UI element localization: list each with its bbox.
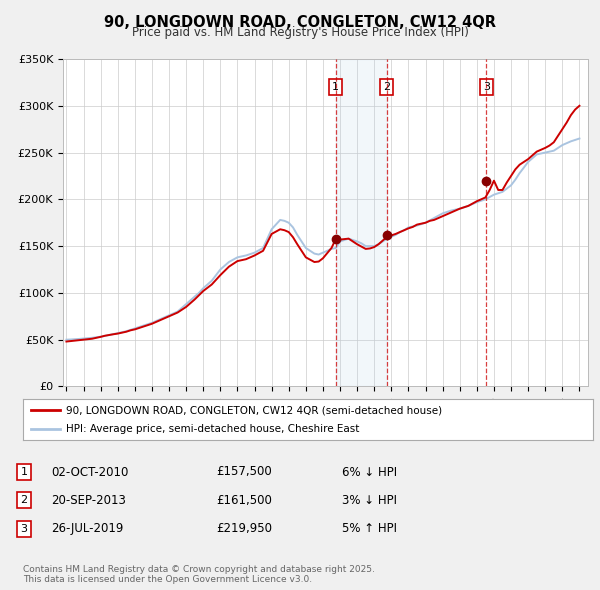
Text: 02-OCT-2010: 02-OCT-2010 xyxy=(51,466,128,478)
Text: 2: 2 xyxy=(20,496,28,505)
Text: 1: 1 xyxy=(20,467,28,477)
Text: Contains HM Land Registry data © Crown copyright and database right 2025.
This d: Contains HM Land Registry data © Crown c… xyxy=(23,565,374,584)
Text: £157,500: £157,500 xyxy=(216,466,272,478)
Text: 3% ↓ HPI: 3% ↓ HPI xyxy=(342,494,397,507)
Text: 26-JUL-2019: 26-JUL-2019 xyxy=(51,522,124,535)
Text: £161,500: £161,500 xyxy=(216,494,272,507)
Text: 1: 1 xyxy=(332,82,339,92)
Text: £219,950: £219,950 xyxy=(216,522,272,535)
Text: 6% ↓ HPI: 6% ↓ HPI xyxy=(342,466,397,478)
Text: 20-SEP-2013: 20-SEP-2013 xyxy=(51,494,126,507)
Text: HPI: Average price, semi-detached house, Cheshire East: HPI: Average price, semi-detached house,… xyxy=(65,424,359,434)
Text: 2: 2 xyxy=(383,82,390,92)
Text: 5% ↑ HPI: 5% ↑ HPI xyxy=(342,522,397,535)
Text: 3: 3 xyxy=(483,82,490,92)
Text: 90, LONGDOWN ROAD, CONGLETON, CW12 4QR: 90, LONGDOWN ROAD, CONGLETON, CW12 4QR xyxy=(104,15,496,30)
Text: 90, LONGDOWN ROAD, CONGLETON, CW12 4QR (semi-detached house): 90, LONGDOWN ROAD, CONGLETON, CW12 4QR (… xyxy=(65,405,442,415)
Text: Price paid vs. HM Land Registry's House Price Index (HPI): Price paid vs. HM Land Registry's House … xyxy=(131,26,469,39)
Bar xyxy=(336,59,386,386)
Text: 3: 3 xyxy=(20,524,28,533)
